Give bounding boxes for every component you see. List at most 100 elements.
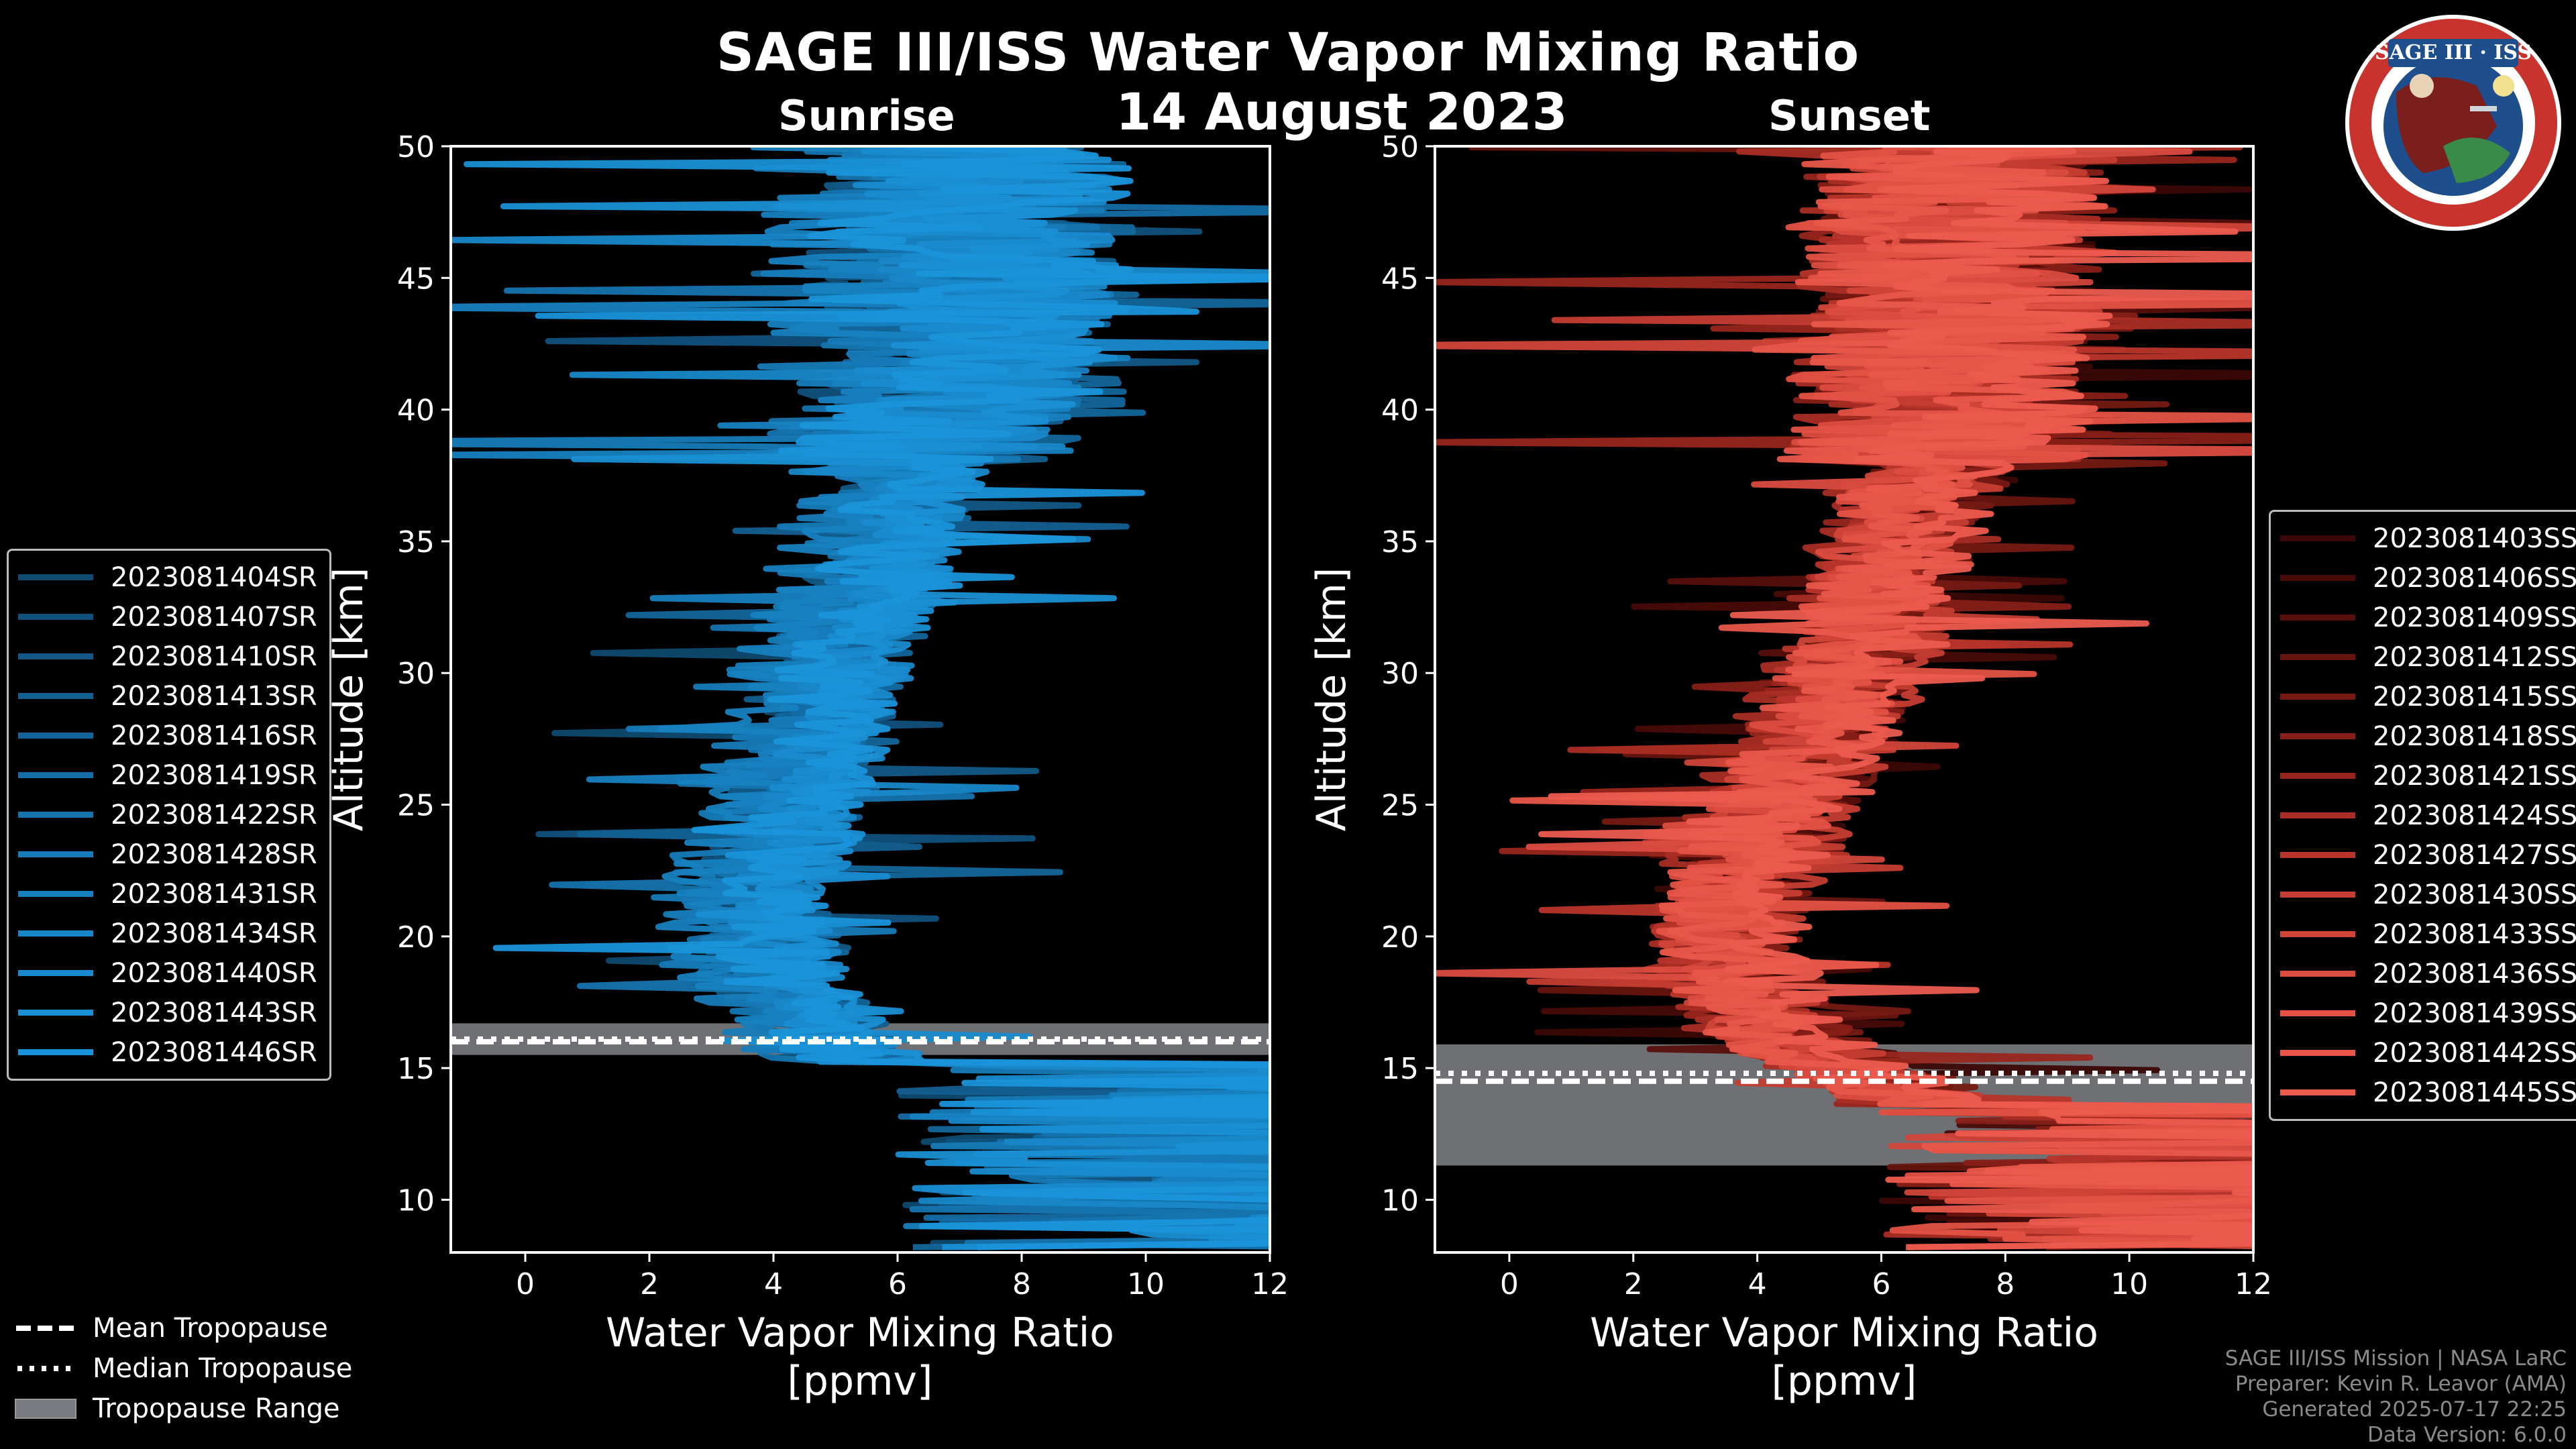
- y-tick-label: 40: [397, 394, 435, 428]
- sage-iii-iss-logo: SAGE III · ISS BALL • NASA LANGLEY RESEA…: [2343, 12, 2561, 231]
- panel-title-sunset: Sunset: [1768, 91, 1931, 140]
- x-axis-label: Water Vapor Mixing Ratio [ppmv]: [1590, 1309, 2098, 1405]
- y-tick-label: 10: [397, 1183, 435, 1218]
- x-tick-label: 0: [1500, 1267, 1519, 1301]
- y-tick-label: 30: [1381, 657, 1419, 691]
- legend-swatch: [2280, 535, 2355, 541]
- legend-swatch: [2280, 1010, 2355, 1016]
- x-tick-label: 8: [1012, 1267, 1031, 1301]
- legend-label: 2023081433SS: [2373, 918, 2576, 950]
- y-tick-label: 30: [397, 657, 435, 691]
- legend-range-label: Tropopause Range: [93, 1393, 340, 1424]
- legend-label: 2023081418SS: [2373, 720, 2576, 752]
- legend-swatch: [18, 1049, 93, 1055]
- legend-item: 2023081416SR: [18, 716, 317, 755]
- footer-preparer: Preparer: Kevin R. Leavor (AMA): [2235, 1372, 2567, 1396]
- legend-item: 2023081421SS: [2280, 756, 2576, 796]
- legend-label: 2023081419SR: [111, 759, 317, 791]
- dashed-line-swatch: [16, 1326, 75, 1331]
- legend-item: 2023081430SS: [2280, 875, 2576, 914]
- chart-date: 14 August 2023: [1116, 82, 1568, 142]
- satellite-icon: [2470, 106, 2497, 111]
- y-tick-label: 20: [1381, 920, 1419, 955]
- y-tick-label: 10: [1381, 1183, 1419, 1218]
- sunset-legend: 2023081403SS 2023081406SS 2023081409SS 2023…: [2269, 510, 2576, 1121]
- legend-label: 2023081403SS: [2373, 523, 2576, 554]
- legend-item: 2023081433SS: [2280, 914, 2576, 954]
- y-axis-label: Altitude [km]: [1308, 568, 1355, 832]
- legend-item: 2023081419SR: [18, 755, 317, 795]
- x-tick-label: 10: [1127, 1267, 1165, 1301]
- legend-swatch: [18, 812, 93, 818]
- y-tick-label: 40: [1381, 394, 1419, 428]
- x-tick-label: 6: [1872, 1267, 1890, 1301]
- legend-swatch: [18, 574, 93, 580]
- sun-icon: [2493, 75, 2514, 97]
- series-line-2023081446SR: [492, 146, 1270, 1250]
- legend-label: 2023081412SS: [2373, 641, 2576, 673]
- sunset-panel: 0 2 4 6 8 10 12 10 15 20 25 30 35 40 45 50 Water Vapor M…: [1308, 130, 2272, 1405]
- y-tick-label: 15: [397, 1052, 435, 1086]
- footer-mission: SAGE III/ISS Mission | NASA LaRC: [2224, 1346, 2567, 1371]
- legend-item: 2023081407SR: [18, 597, 317, 637]
- earth-land-icon: [2443, 138, 2510, 183]
- legend-label: 2023081421SS: [2373, 760, 2576, 792]
- legend-item: 2023081428SR: [18, 835, 317, 874]
- legend-mean-label: Mean Tropopause: [93, 1313, 328, 1344]
- legend-swatch: [2280, 654, 2355, 660]
- x-tick-label: 4: [764, 1267, 783, 1301]
- legend-swatch: [2280, 892, 2355, 898]
- legend-swatch: [2280, 614, 2355, 621]
- legend-item: 2023081406SS: [2280, 558, 2576, 598]
- y-tick-label: 25: [397, 789, 435, 823]
- legend-label: 2023081431SR: [111, 878, 317, 910]
- legend-swatch: [2280, 1089, 2355, 1095]
- legend-item: 2023081431SR: [18, 874, 317, 914]
- legend-label: 2023081427SS: [2373, 839, 2576, 871]
- y-tick-label: 20: [397, 920, 435, 955]
- legend-label: 2023081439SS: [2373, 998, 2576, 1029]
- legend-swatch: [2280, 1050, 2355, 1056]
- legend-swatch: [2280, 852, 2355, 858]
- legend-swatch: [18, 614, 93, 620]
- legend-label: 2023081434SR: [111, 918, 317, 949]
- y-tick-label: 35: [1381, 525, 1419, 559]
- y-tick-label: 35: [397, 525, 435, 559]
- legend-label: 2023081436SS: [2373, 958, 2576, 989]
- legend-label: 2023081422SR: [111, 799, 317, 830]
- legend-label: 2023081446SR: [111, 1036, 317, 1068]
- legend-item: 2023081403SS: [2280, 519, 2576, 558]
- tropopause-legend: Mean Tropopause Median Tropopause Tropop…: [15, 1308, 352, 1429]
- legend-label: 2023081440SR: [111, 957, 317, 989]
- legend-item: 2023081412SS: [2280, 637, 2576, 677]
- legend-swatch: [2280, 812, 2355, 818]
- x-tick-label: 6: [888, 1267, 907, 1301]
- legend-label: 2023081424SS: [2373, 800, 2576, 831]
- dotted-line-swatch: [17, 1366, 75, 1371]
- legend-swatch: [18, 772, 93, 778]
- x-tick-label: 4: [1748, 1267, 1767, 1301]
- credits-footer: SAGE III/ISS Mission | NASA LaRC Prepare…: [2225, 1346, 2567, 1448]
- legend-item: 2023081415SS: [2280, 677, 2576, 716]
- legend-label: 2023081430SS: [2373, 879, 2576, 910]
- plot-frame: [1434, 145, 2255, 1254]
- legend-median-tropopause: Median Tropopause: [15, 1348, 352, 1389]
- x-tick-label: 2: [1624, 1267, 1643, 1301]
- legend-swatch: [18, 851, 93, 857]
- legend-item: 2023081446SR: [18, 1032, 317, 1072]
- legend-swatch: [18, 891, 93, 897]
- legend-item: 2023081439SS: [2280, 994, 2576, 1033]
- legend-swatch: [2280, 773, 2355, 779]
- x-tick-label: 2: [640, 1267, 659, 1301]
- legend-item: 2023081410SR: [18, 637, 317, 676]
- legend-label: 2023081428SR: [111, 839, 317, 870]
- legend-label: 2023081415SS: [2373, 681, 2576, 712]
- legend-item: 2023081440SR: [18, 953, 317, 993]
- plot-frame: [449, 145, 1271, 1254]
- legend-item: 2023081418SS: [2280, 716, 2576, 756]
- sunrise-panel: 0 2 4 6 8 10 12 10 15 20 25 30 35 40 45 50 Water Vapor M…: [325, 130, 1289, 1405]
- y-tick-label: 45: [397, 262, 435, 296]
- legend-label: 2023081409SS: [2373, 602, 2576, 633]
- panel-title-sunrise: Sunrise: [778, 91, 955, 140]
